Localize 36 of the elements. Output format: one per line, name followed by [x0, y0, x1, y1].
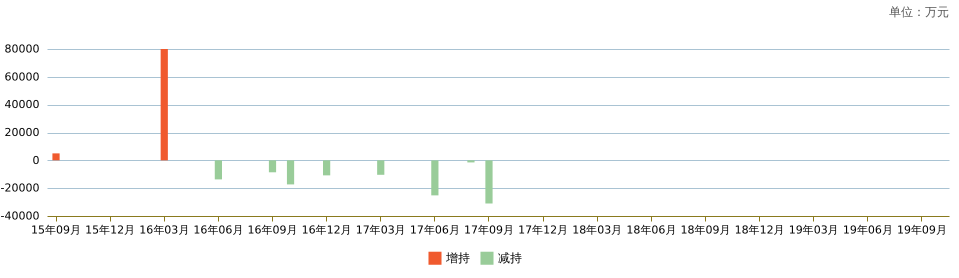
text: 单位：万元: [889, 5, 949, 19]
x-tick-label: 16年03月: [139, 224, 190, 236]
y-tick-label: -20000: [0, 182, 40, 195]
y-tick-label: -40000: [0, 210, 40, 222]
bar: [286, 160, 294, 184]
x-tick-label: 17年09月: [464, 224, 514, 236]
y-tick-label: 0: [32, 154, 40, 167]
x-tick-label: 17年12月: [518, 224, 568, 236]
x-tick-label: 18年03月: [572, 224, 622, 236]
x-tick-label: 19年06月: [842, 224, 893, 236]
x-tick-label: 18年06月: [626, 224, 676, 236]
x-tick-label: 16年12月: [302, 224, 352, 236]
x-tick-label: 19年09月: [896, 224, 947, 236]
x-tick-label: 16年06月: [193, 224, 244, 236]
bar: [214, 160, 222, 180]
x-tick-label: 17年03月: [356, 224, 406, 236]
y-tick-label: 40000: [4, 98, 40, 112]
bar: [431, 160, 438, 196]
y-tick-label: 60000: [4, 70, 40, 84]
bar: [160, 49, 168, 160]
y-tick-label: 80000: [4, 42, 40, 56]
x-tick-label: 18年09月: [680, 224, 730, 236]
x-tick-label: 15年09月: [31, 224, 82, 236]
legend-label: 增持: [445, 251, 470, 266]
bar: [485, 160, 493, 204]
x-tick-label: 15年12月: [85, 224, 136, 236]
legend-label: 减持: [498, 251, 522, 266]
x-tick-label: 16年09月: [248, 224, 298, 236]
y-tick-label: 20000: [4, 126, 40, 139]
bar: [377, 160, 384, 175]
bar: [323, 160, 330, 176]
x-tick-label: 19年03月: [788, 224, 839, 236]
bar: [268, 160, 276, 172]
x-tick-label: 17年06月: [410, 224, 460, 236]
x-tick-label: 18年12月: [734, 224, 785, 236]
bar: [52, 153, 60, 160]
